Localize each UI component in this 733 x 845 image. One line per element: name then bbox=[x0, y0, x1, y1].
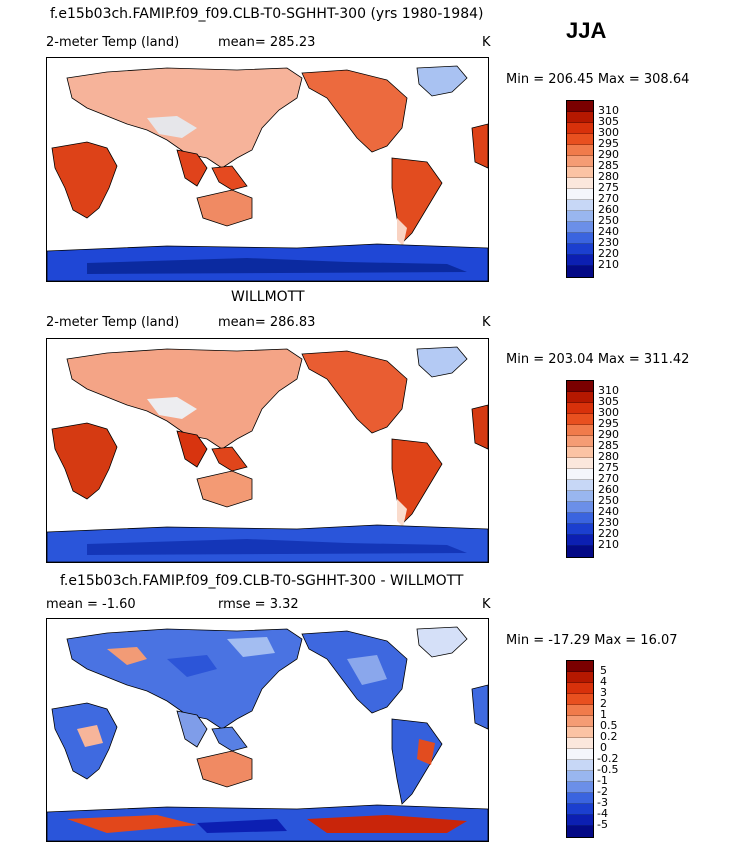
cbar-1-label: 270 bbox=[598, 192, 619, 205]
panel-2-mean: mean= 286.83 bbox=[218, 315, 316, 330]
panel-2-map-svg bbox=[47, 346, 488, 562]
cbar-3-label: -0.2 bbox=[597, 752, 619, 765]
cbar-2-label: 280 bbox=[598, 450, 619, 463]
panel-3-minmax: Min = -17.29 Max = 16.07 bbox=[506, 633, 678, 648]
cbar-2-label: 220 bbox=[598, 527, 619, 540]
cbar-3-label: 5 bbox=[600, 664, 607, 677]
cbar-1-label: 210 bbox=[598, 258, 619, 271]
cbar-1-label: 220 bbox=[598, 247, 619, 260]
cbar-1-label: 290 bbox=[598, 148, 619, 161]
cbar-3-label: -4 bbox=[597, 807, 608, 820]
panel-2-colorbar bbox=[566, 380, 594, 558]
panel-1-map-svg bbox=[47, 65, 488, 281]
panel-1-title: f.e15b03ch.FAMIP.f09_f09.CLB-T0-SGHHT-30… bbox=[50, 6, 484, 22]
panel-2-units: K bbox=[482, 315, 491, 330]
cbar-3-label: 2 bbox=[600, 697, 607, 710]
panel-1-map bbox=[46, 57, 489, 282]
cbar-2-label: 290 bbox=[598, 428, 619, 441]
cbar-2-label: 300 bbox=[598, 406, 619, 419]
cbar-3-label: -0.5 bbox=[597, 763, 619, 776]
cbar-3-label: 1 bbox=[600, 708, 607, 721]
cbar-1-label: 260 bbox=[598, 203, 619, 216]
panel-3-units: K bbox=[482, 597, 491, 612]
cbar-1-label: 275 bbox=[598, 181, 619, 194]
season-label: JJA bbox=[566, 18, 607, 43]
panel-2-map bbox=[46, 338, 489, 563]
cbar-1-label: 310 bbox=[598, 104, 619, 117]
panel-2-variable: 2-meter Temp (land) bbox=[46, 315, 180, 330]
cbar-1-label: 240 bbox=[598, 225, 619, 238]
panel-1-colorbar bbox=[566, 100, 594, 278]
cbar-2-label: 295 bbox=[598, 417, 619, 430]
panel-3-title: f.e15b03ch.FAMIP.f09_f09.CLB-T0-SGHHT-30… bbox=[60, 573, 464, 589]
panel-1-variable: 2-meter Temp (land) bbox=[46, 35, 180, 50]
cbar-2-label: 285 bbox=[598, 439, 619, 452]
cbar-2-label: 275 bbox=[598, 461, 619, 474]
panel-3-map-svg bbox=[47, 626, 488, 841]
cbar-1-label: 285 bbox=[598, 159, 619, 172]
cbar-1-label: 280 bbox=[598, 170, 619, 183]
cbar-1-label: 295 bbox=[598, 137, 619, 150]
cbar-1-label: 305 bbox=[598, 115, 619, 128]
panel-1-minmax: Min = 206.45 Max = 308.64 bbox=[506, 72, 690, 87]
cbar-1-label: 230 bbox=[598, 236, 619, 249]
panel-3-rmse: rmse = 3.32 bbox=[218, 597, 299, 612]
cbar-1-label: 300 bbox=[598, 126, 619, 139]
cbar-2-label: 305 bbox=[598, 395, 619, 408]
cbar-2-label: 240 bbox=[598, 505, 619, 518]
cbar-2-label: 210 bbox=[598, 538, 619, 551]
cbar-2-label: 310 bbox=[598, 384, 619, 397]
cbar-3-label: -5 bbox=[597, 818, 608, 831]
cbar-3-label: 0.5 bbox=[600, 719, 618, 732]
panel-2-minmax: Min = 203.04 Max = 311.42 bbox=[506, 352, 690, 367]
cbar-3-label: -3 bbox=[597, 796, 608, 809]
panel-1-mean: mean= 285.23 bbox=[218, 35, 316, 50]
panel-1-units: K bbox=[482, 35, 491, 50]
panel-3-map bbox=[46, 618, 489, 842]
cbar-3-label: 0.2 bbox=[600, 730, 618, 743]
cbar-3-label: 0 bbox=[600, 741, 607, 754]
cbar-2-label: 230 bbox=[598, 516, 619, 529]
cbar-2-label: 270 bbox=[598, 472, 619, 485]
cbar-2-label: 250 bbox=[598, 494, 619, 507]
cbar-3-label: -2 bbox=[597, 785, 608, 798]
cbar-1-label: 250 bbox=[598, 214, 619, 227]
cbar-2-label: 260 bbox=[598, 483, 619, 496]
cbar-3-label: 4 bbox=[600, 675, 607, 688]
cbar-3-label: 3 bbox=[600, 686, 607, 699]
cbar-3-label: -1 bbox=[597, 774, 608, 787]
panel-3-colorbar bbox=[566, 660, 594, 838]
panel-3-mean: mean = -1.60 bbox=[46, 597, 136, 612]
panel-2-title: WILLMOTT bbox=[231, 289, 305, 305]
